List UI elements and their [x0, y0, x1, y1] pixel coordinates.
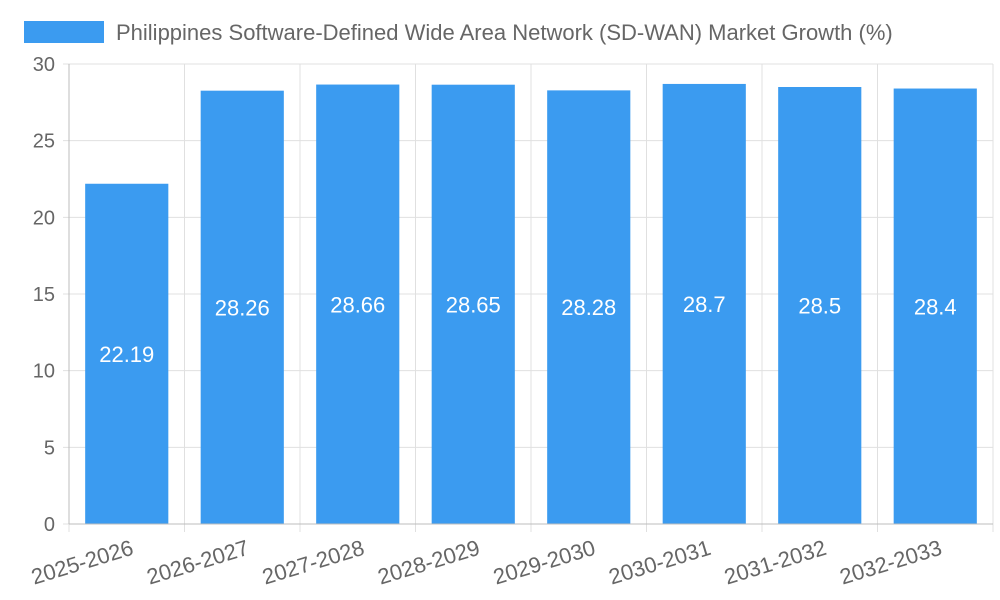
y-tick-label: 10	[33, 361, 55, 383]
bar[interactable]	[316, 84, 400, 525]
bar[interactable]	[431, 84, 515, 524]
bar[interactable]	[547, 90, 631, 524]
bar[interactable]	[662, 83, 746, 524]
legend-label: Philippines Software-Defined Wide Area N…	[116, 20, 893, 45]
data-labels-layer: 22.19 28.26 28.66 28.65 28.28 28.7 28.5 28.4	[99, 292, 956, 367]
y-tick-label: 20	[33, 207, 55, 229]
bars-layer	[85, 83, 977, 525]
bar[interactable]	[200, 90, 284, 525]
data-label: 28.4	[914, 294, 957, 319]
x-tick-label: 2025-2026	[28, 535, 136, 590]
x-tick-label: 2026-2027	[144, 535, 252, 590]
data-label: 28.7	[683, 292, 726, 317]
x-tick-label: 2028-2029	[375, 535, 483, 590]
data-label: 22.19	[99, 342, 154, 367]
bar[interactable]	[778, 87, 862, 524]
x-tick-label: 2030-2031	[606, 535, 714, 590]
y-tick-label: 25	[33, 131, 55, 153]
y-tick-label: 15	[33, 284, 55, 306]
x-tick-label: 2027-2028	[259, 535, 367, 590]
y-tick-label: 0	[44, 514, 55, 536]
x-tick-label: 2032-2033	[837, 535, 945, 590]
bar[interactable]	[893, 88, 977, 525]
data-label: 28.28	[561, 295, 616, 320]
x-tick-label: 2029-2030	[490, 535, 598, 590]
data-label: 28.26	[215, 295, 270, 320]
legend-swatch	[24, 21, 104, 43]
x-tick-label: 2031-2032	[721, 535, 829, 590]
data-label: 28.66	[330, 292, 385, 317]
bar[interactable]	[85, 183, 169, 524]
y-tick-label: 5	[44, 437, 55, 459]
data-label: 28.65	[446, 292, 501, 317]
y-tick-label: 30	[33, 54, 55, 76]
legend[interactable]: Philippines Software-Defined Wide Area N…	[24, 20, 893, 45]
data-label: 28.5	[798, 294, 841, 319]
